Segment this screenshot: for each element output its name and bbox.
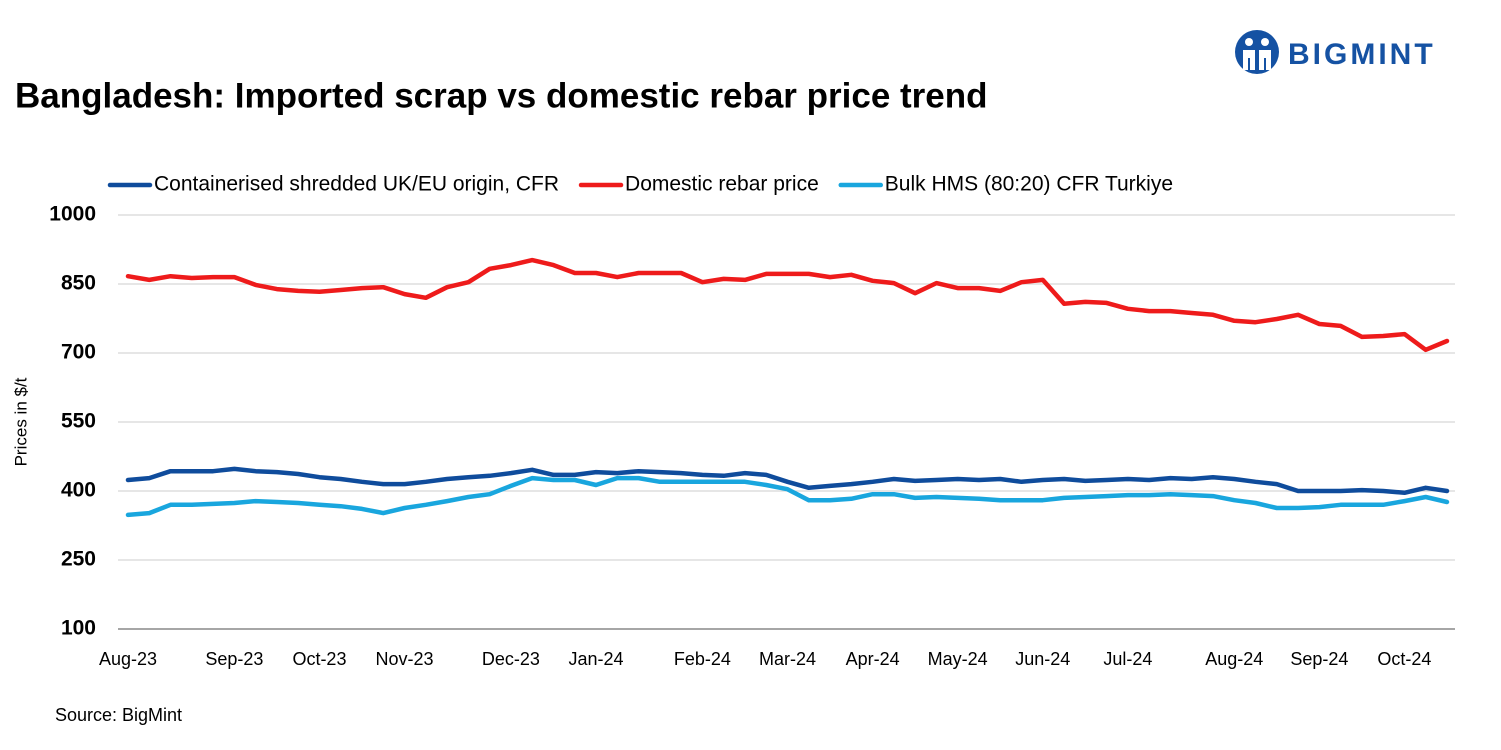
- logo-icon: [1235, 30, 1279, 74]
- x-tick-label: Jan-24: [569, 649, 624, 669]
- y-tick-label: 700: [61, 341, 96, 364]
- x-tick-label: Sep-24: [1290, 649, 1348, 669]
- brand: BIGMINT: [1288, 38, 1436, 71]
- y-tick-label: 400: [61, 479, 96, 502]
- source: Source: BigMint: [55, 705, 182, 725]
- x-tick-label: Feb-24: [674, 649, 731, 669]
- y-axis-label: Prices in $/t: [11, 377, 30, 466]
- x-tick-label: Oct-23: [292, 649, 346, 669]
- x-tick-label: Mar-24: [759, 649, 816, 669]
- legend-label: Bulk HMS (80:20) CFR Turkiye: [885, 173, 1173, 196]
- x-tick-label: Apr-24: [846, 649, 900, 669]
- legend-label: Containerised shredded UK/EU origin, CFR: [154, 173, 559, 196]
- series-line: [125, 466, 1450, 496]
- legend-label: Domestic rebar price: [625, 173, 819, 196]
- y-tick-label: 1000: [49, 203, 96, 226]
- x-tick-label: Jul-24: [1103, 649, 1152, 669]
- chart-title: Bangladesh: Imported scrap vs domestic r…: [15, 76, 988, 115]
- x-tick-label: Oct-24: [1377, 649, 1431, 669]
- y-tick-label: 850: [61, 272, 96, 295]
- x-tick-label: Nov-23: [376, 649, 434, 669]
- y-tick-label: 100: [61, 617, 96, 640]
- series-line: [125, 257, 1450, 353]
- x-tick-label: Jun-24: [1015, 649, 1070, 669]
- x-tick-label: Dec-23: [482, 649, 540, 669]
- x-tick-label: May-24: [928, 649, 988, 669]
- x-tick-label: Sep-23: [205, 649, 263, 669]
- series-line: [125, 475, 1450, 518]
- y-tick-label: 250: [61, 548, 96, 571]
- y-tick-label: 550: [61, 410, 96, 433]
- x-tick-label: Aug-24: [1205, 649, 1263, 669]
- x-tick-label: Aug-23: [99, 649, 157, 669]
